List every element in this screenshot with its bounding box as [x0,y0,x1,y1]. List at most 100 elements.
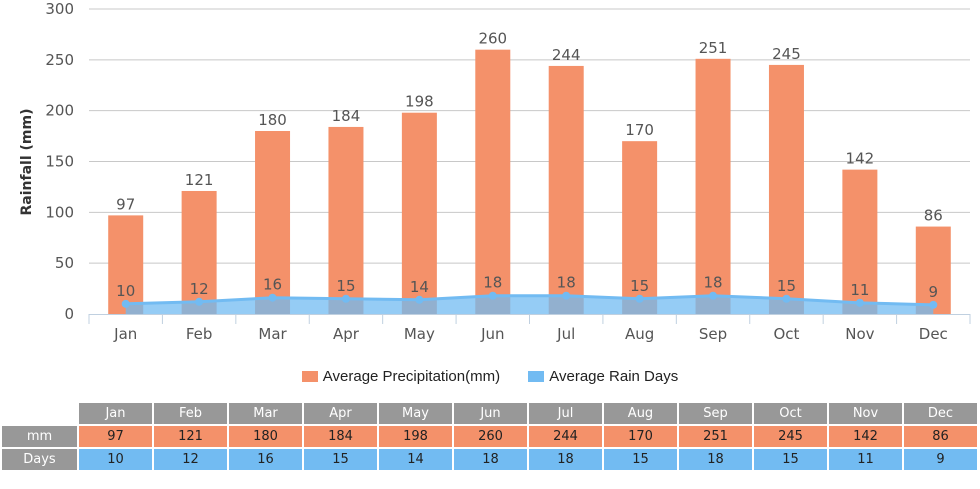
table-cell-days: 15 [304,449,377,470]
precipitation-bar[interactable] [255,131,291,314]
rain-days-data-label: 15 [630,277,649,295]
rainfall-table: Jan Feb Mar Apr May Jun Jul Aug Sep Oct Nov Dec mm … [0,401,979,472]
table-cell-days: 10 [79,449,152,470]
precipitation-data-label: 198 [405,93,434,111]
table-cell-mm: 86 [904,426,977,447]
table-cell-mm: 244 [529,426,602,447]
precipitation-bar[interactable] [401,112,437,314]
table-header-row: Jan Feb Mar Apr May Jun Jul Aug Sep Oct Nov Dec [2,403,977,424]
rain-days-point[interactable] [782,294,791,303]
precipitation-data-label: 121 [185,171,214,189]
table-header-dec: Dec [904,403,977,424]
y-tick-label: 0 [64,305,74,323]
rain-days-data-label: 18 [483,274,502,292]
legend-label: Average Rain Days [549,368,679,385]
y-tick-label: 250 [45,51,74,69]
y-tick-label: 200 [45,102,74,120]
table-header-jun: Jun [454,403,527,424]
legend-label: Average Precipitation(mm) [322,368,501,385]
rain-days-point[interactable] [562,291,571,300]
rain-days-point[interactable] [855,298,864,307]
rain-days-area-fill [125,295,934,314]
rain-days-data-label: 15 [336,277,355,295]
precipitation-data-label: 97 [116,195,135,213]
y-tick-label: 150 [45,153,74,171]
gridlines [89,8,970,264]
rain-days-point[interactable] [415,295,424,304]
table-cell-mm: 260 [454,426,527,447]
precipitation-labels: 97 121 180 184 198 260 244 170 251 245 142 86 [116,30,943,225]
row-label-days: Days [2,449,77,470]
legend: Average Precipitation(mm) Average Rain D… [0,368,980,386]
legend-item-rain-days[interactable]: Average Rain Days [528,368,678,385]
x-tick-label: Apr [333,325,360,343]
y-tick-label: 50 [55,254,74,272]
precipitation-data-label: 170 [625,121,654,139]
precipitation-bar[interactable] [108,215,144,314]
table-cell-mm: 170 [604,426,677,447]
precipitation-bar[interactable] [475,49,511,315]
precipitation-data-label: 244 [552,46,581,64]
rain-days-point[interactable] [268,293,277,302]
x-tick-label: Sep [699,325,727,343]
table-header-nov: Nov [829,403,902,424]
x-tick-label: Feb [186,325,213,343]
rain-days-data-label: 12 [190,280,209,298]
rain-days-point[interactable] [121,299,130,308]
rain-days-point[interactable] [709,291,718,300]
rain-days-data-label: 18 [557,274,576,292]
precipitation-bar[interactable] [328,126,364,314]
precipitation-bar[interactable] [768,64,804,315]
rain-days-data-label: 10 [116,282,135,300]
x-tick-label: Jun [480,325,504,343]
precipitation-bar[interactable] [622,141,658,314]
table-header-may: May [379,403,452,424]
rain-days-data-label: 15 [777,277,796,295]
table-cell-days: 18 [454,449,527,470]
rain-days-point[interactable] [195,297,204,306]
x-tick-label: Jul [556,325,575,343]
table-cell-days: 9 [904,449,977,470]
table-cell-mm: 180 [229,426,302,447]
table-row-days: Days 10 12 16 15 14 18 18 15 18 15 11 9 [2,449,977,470]
table-cell-mm: 198 [379,426,452,447]
rain-days-point[interactable] [635,294,644,303]
precipitation-bar[interactable] [695,58,731,314]
precipitation-bar[interactable] [548,65,584,314]
table-header-jul: Jul [529,403,602,424]
table-header-oct: Oct [754,403,827,424]
precipitation-bar[interactable] [842,169,878,314]
table-cell-mm: 245 [754,426,827,447]
precipitation-bar[interactable] [181,190,217,314]
rain-days-area [121,291,938,314]
rain-days-data-label: 9 [929,283,939,301]
x-tick-label: Nov [845,325,874,343]
rain-days-data-label: 16 [263,276,282,294]
precipitation-data-label: 251 [699,39,728,57]
table-cell-days: 12 [154,449,227,470]
rain-days-data-label: 14 [410,278,429,296]
rain-days-point[interactable] [929,300,938,309]
x-tick-label: May [404,325,435,343]
y-axis-ticks: 0 50 100 150 200 250 300 [45,0,74,323]
table-header-aug: Aug [604,403,677,424]
x-tick-label: Jan [113,325,137,343]
row-label-mm: mm [2,426,77,447]
x-tick-label: Oct [773,325,799,343]
y-tick-label: 100 [45,203,74,221]
precipitation-bars [108,49,951,315]
precipitation-data-label: 245 [772,45,801,63]
x-tick-label: Dec [919,325,948,343]
x-tick-label: Mar [258,325,287,343]
legend-item-precipitation[interactable]: Average Precipitation(mm) [301,368,501,385]
rain-days-data-label: 18 [703,274,722,292]
table-cell-mm: 251 [679,426,752,447]
precipitation-bar[interactable] [915,226,951,314]
table-header-feb: Feb [154,403,227,424]
table-cell-mm: 121 [154,426,227,447]
rain-days-point[interactable] [341,294,350,303]
table-header-jan: Jan [79,403,152,424]
table-cell-days: 11 [829,449,902,470]
rain-days-point[interactable] [488,291,497,300]
precipitation-data-label: 86 [924,207,943,225]
